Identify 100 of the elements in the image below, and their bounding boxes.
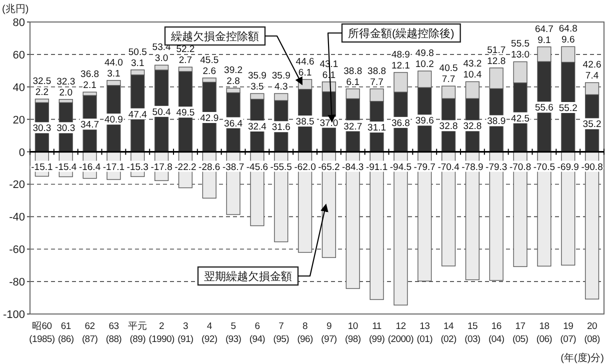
data-label: -70.8 <box>509 162 532 173</box>
series-label: 翌期繰越欠損金額 <box>204 270 292 283</box>
data-label: 3.1 <box>107 68 120 80</box>
data-label: 2.1 <box>83 80 96 92</box>
data-label: 36.4 <box>224 118 243 130</box>
data-label: 2.6 <box>202 66 216 77</box>
data-label: 6.1 <box>298 67 312 78</box>
x-tick-label: 平元 (89) <box>128 321 148 345</box>
data-label: -79.7 <box>414 162 436 173</box>
data-label: 6.1 <box>346 76 360 88</box>
annotation: 35.9 <box>248 70 266 82</box>
data-label: -69.9 <box>557 162 579 173</box>
annotation: 43.2 <box>463 58 482 70</box>
data-label: 31.6 <box>272 122 290 134</box>
x-tick-label: 61 (86) <box>58 321 74 345</box>
y-axis-title: (兆円) <box>2 3 29 15</box>
annotation: 39.2 <box>224 65 243 76</box>
data-label: 10.4 <box>463 70 482 81</box>
annotation: 55.5 <box>511 38 530 50</box>
data-label: -70.5 <box>533 162 556 173</box>
y-tick-label: -40 <box>9 212 25 224</box>
data-label: 32.4 <box>248 122 266 132</box>
x-tick-label: 62 (87) <box>82 321 98 345</box>
annotation: 45.5 <box>200 54 219 66</box>
data-label: 7.4 <box>585 70 599 82</box>
annotation: 40.5 <box>439 63 458 74</box>
data-label: -55.5 <box>270 162 292 173</box>
x-tick-label: 10 (98) <box>345 321 361 345</box>
data-label: 42.9 <box>200 112 219 124</box>
data-label: -22.2 <box>174 162 196 173</box>
x-tick-label: 9 (97) <box>321 321 337 345</box>
data-label: 50.4 <box>152 106 171 118</box>
data-label: -17.1 <box>102 162 125 173</box>
annotation: 64.7 <box>534 24 554 35</box>
x-tick-label: 5 (93) <box>225 321 242 345</box>
annotation: 32.5 <box>32 76 52 88</box>
data-label: -94.5 <box>390 162 412 173</box>
data-label: 3.5 <box>250 82 264 93</box>
x-tick-label: 20 (08) <box>584 321 600 345</box>
x-tick-label: 14 (02) <box>440 321 457 345</box>
data-label: 32.7 <box>344 121 362 132</box>
data-label: 2.0 <box>59 87 72 98</box>
x-tick-label: 11 (99) <box>368 321 385 345</box>
data-label: 2.7 <box>178 55 192 66</box>
annotation: 64.8 <box>558 24 578 35</box>
x-tick-label: 19 (07) <box>560 321 576 345</box>
x-tick-label: 13 (01) <box>416 321 433 345</box>
x-tick-label: 昭60 (1985) <box>29 321 55 345</box>
x-axis-title: (年(度)分) <box>560 352 604 364</box>
annotation: 35.9 <box>272 70 290 82</box>
data-label: -84.3 <box>342 162 364 173</box>
annotation: 38.8 <box>344 66 362 77</box>
annotation: 44.6 <box>296 56 314 68</box>
data-label: 40.9 <box>104 114 123 126</box>
y-tick-label: -60 <box>9 244 25 256</box>
x-tick-label: 16 (04) <box>488 321 504 345</box>
data-label: -79.3 <box>486 162 508 173</box>
data-label: -45.6 <box>246 162 268 173</box>
y-tick-label: 80 <box>12 17 25 29</box>
y-tick-label: -80 <box>9 276 25 289</box>
data-label: 47.4 <box>128 109 147 120</box>
x-tick-label: 4 (92) <box>202 321 218 345</box>
data-label: -62.0 <box>294 162 316 173</box>
data-label: 55.6 <box>534 102 554 114</box>
data-label: -16.4 <box>78 162 101 173</box>
x-tick-label: 15 (03) <box>464 321 480 345</box>
data-label: 2.8 <box>226 76 240 88</box>
annotation: 36.8 <box>80 69 100 80</box>
data-label: 34.7 <box>80 120 100 131</box>
annotation: 48.9 <box>391 49 410 60</box>
data-label: 39.6 <box>415 116 434 127</box>
data-label: 38.5 <box>296 116 314 128</box>
data-label: 35.2 <box>582 119 602 130</box>
data-label: 9.6 <box>562 34 575 46</box>
data-label: 9.1 <box>538 34 551 46</box>
data-label: -78.9 <box>462 162 484 173</box>
annotation: 32.3 <box>56 76 76 88</box>
x-tick-label: 6 (94) <box>249 321 266 345</box>
x-tick-label: 3 (91) <box>178 321 194 345</box>
x-tick-label: 7 (95) <box>273 321 290 345</box>
data-label: -38.7 <box>222 162 244 173</box>
data-label: -28.6 <box>198 162 220 173</box>
data-label: 7.7 <box>370 76 384 88</box>
x-tick-label: 12 (2000) <box>388 321 414 345</box>
y-tick-label: 0 <box>18 146 25 159</box>
data-label: -91.1 <box>366 162 388 173</box>
data-label: 32.8 <box>439 121 458 132</box>
x-tick-label: 18 (06) <box>536 321 552 345</box>
data-label: -17.8 <box>150 162 172 173</box>
x-tick-label: 17 (05) <box>512 321 528 345</box>
x-tick-label: 2 (1990) <box>148 321 175 345</box>
data-label: 36.8 <box>391 118 410 129</box>
data-label: -70.4 <box>438 162 460 173</box>
y-tick-label: 20 <box>12 114 25 126</box>
data-label: 38.9 <box>487 116 506 128</box>
annotation: 42.6 <box>582 60 602 71</box>
annotation: 52.2 <box>176 44 195 56</box>
data-label: 10.2 <box>415 58 434 70</box>
data-label: 3.1 <box>131 58 144 69</box>
data-label: 49.5 <box>176 108 195 119</box>
